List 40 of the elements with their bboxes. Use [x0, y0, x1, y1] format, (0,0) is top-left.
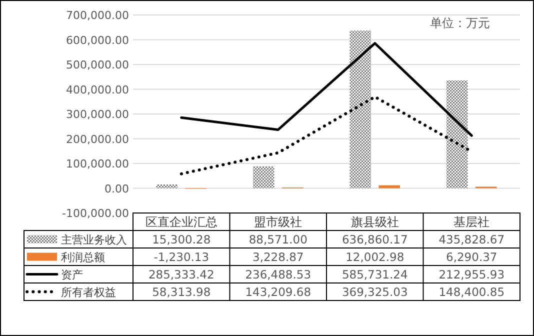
data-label: 58,313.98: [152, 285, 211, 299]
y-tick-label: 400,000.00: [66, 83, 129, 96]
data-label: 285,333.42: [148, 268, 214, 282]
x-tick-label: 旗县级社: [350, 215, 399, 229]
x-tick-label: 区直企业汇总: [145, 215, 218, 229]
data-label: 585,731.24: [342, 268, 408, 282]
y-tick-label: -100,000.00: [62, 207, 129, 220]
data-label: 636,860.17: [342, 232, 408, 246]
data-label: 148,400.85: [438, 285, 505, 299]
data-label: 12,002.98: [346, 250, 404, 264]
legend-label: 资产: [61, 268, 83, 282]
legend-label: 利润总额: [61, 251, 105, 264]
data-label: 212,955.93: [438, 268, 505, 282]
y-tick-label: 100,000.00: [66, 158, 129, 170]
legend-label: 主营业务收入: [61, 234, 127, 246]
data-label: 6,290.37: [446, 250, 498, 264]
bar: [156, 184, 178, 188]
data-label: 369,325.03: [342, 285, 408, 299]
x-tick-label: 基层社: [454, 215, 490, 229]
data-label: -1,230.13: [154, 250, 210, 264]
bar: [252, 166, 274, 188]
data-label: 15,300.28: [152, 232, 211, 246]
line-series: [180, 42, 473, 137]
data-label: 88,571.00: [248, 232, 308, 246]
legend-label: 所有者权益: [61, 286, 116, 299]
y-tick-label: 300,000.00: [66, 108, 129, 121]
x-tick-label: 盟市级社: [254, 215, 302, 229]
y-tick-label: 0.00: [104, 182, 129, 196]
data-label: 143,209.68: [245, 285, 312, 299]
annotation: 单位：万元: [430, 16, 490, 30]
y-tick-label: 700,000.00: [66, 9, 129, 22]
y-tick-label: 600,000.00: [66, 34, 129, 47]
data-label: 236,488.53: [245, 268, 312, 282]
y-tick-label: 500,000.00: [66, 58, 129, 72]
data-label: 3,228.87: [252, 250, 304, 264]
y-tick-label: 200,000.00: [66, 132, 129, 146]
data-label: 435,828.67: [438, 232, 505, 246]
bar: [350, 30, 372, 188]
bar: [378, 185, 400, 188]
bar: [446, 80, 468, 188]
